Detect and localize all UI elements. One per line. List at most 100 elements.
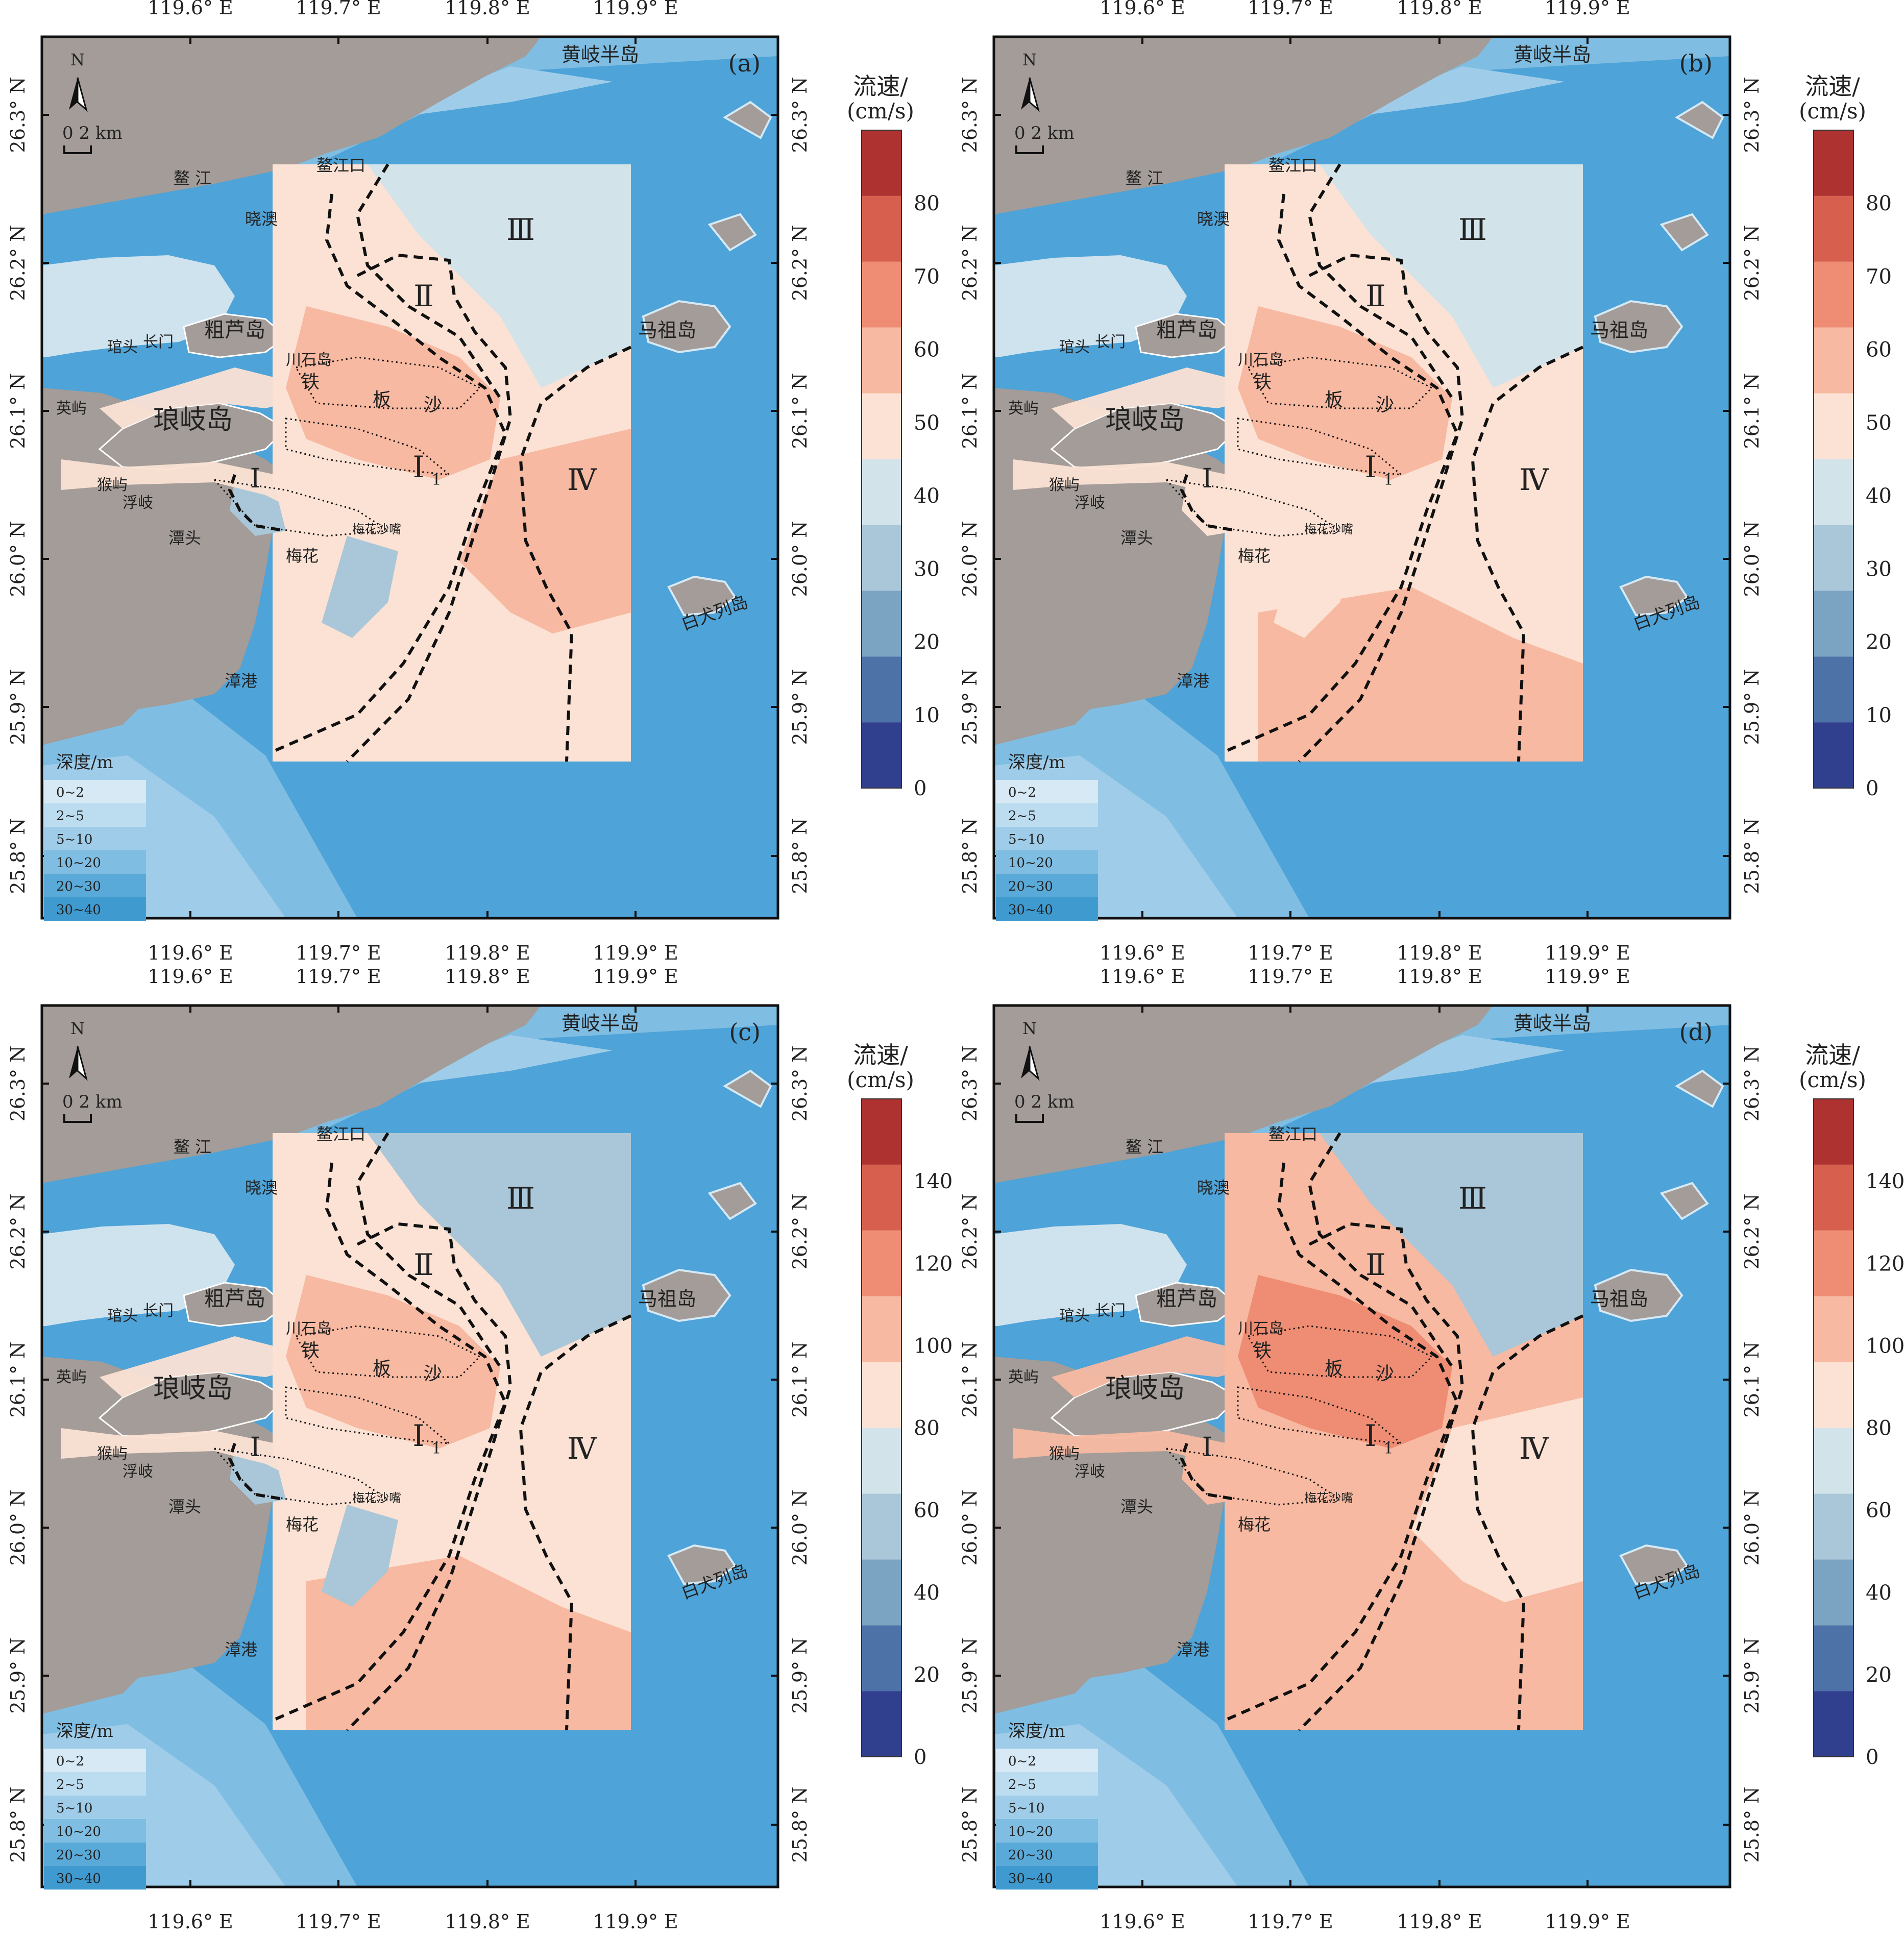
depth-class-1: 2~5	[1008, 1777, 1036, 1793]
lat-label-left: 26.3° N	[7, 77, 29, 153]
place-huangqi: 黄岐半岛	[1514, 43, 1591, 66]
colorbar: 流速/(cm/s) 0 20 40 60 80 100 120 140	[847, 1041, 952, 1769]
zone-II-label: Ⅱ	[413, 1247, 433, 1282]
depth-legend: 深度/m 0~2 2~5 5~10 10~20 20~30 30~40	[996, 1721, 1098, 1890]
place-xiaoao: 晓澳	[1197, 209, 1230, 229]
speed-zone-I1	[1238, 1275, 1452, 1449]
depth-swatch-5	[44, 897, 146, 921]
matsu-island	[1594, 1268, 1683, 1322]
zone-I1-label: Ⅰ	[1365, 450, 1377, 484]
boundary-I	[1180, 474, 1238, 532]
colorbar-band-6	[862, 327, 901, 394]
colorbar-tick-4: 40	[914, 484, 940, 508]
map-frame	[40, 1004, 779, 1888]
place-matsu: 马祖岛	[1590, 319, 1648, 341]
lat-label-left: 26.1° N	[7, 1342, 29, 1418]
zone-I1-label: Ⅰ	[413, 450, 425, 484]
place-langqi: 琅岐岛	[1105, 405, 1185, 435]
north-coast-land	[42, 37, 541, 214]
place-tantou: 潭头	[1120, 1497, 1153, 1516]
lat-label-left: 26.1° N	[959, 373, 981, 449]
map-svg: 119.6° E 119.6° E 119.7° E 119.7° E 119.8° E…	[959, 0, 1892, 964]
colorbar-tick-0: 0	[1866, 777, 1878, 800]
zone-III-label: Ⅲ	[1458, 1181, 1487, 1216]
boundary-II-east	[1307, 163, 1454, 399]
boundary-I1-II	[1227, 1162, 1459, 1721]
lat-label-right: 26.2° N	[1741, 1194, 1763, 1270]
depth-class-5: 30~40	[1008, 1871, 1053, 1886]
place-tie: 铁	[1253, 372, 1272, 392]
north-letter: N	[1022, 50, 1037, 69]
place-fuqi: 浮岐	[1075, 1463, 1105, 1481]
small-islet-ne	[723, 101, 772, 139]
place-langqi: 琅岐岛	[153, 405, 233, 435]
colorbar-band-9	[1814, 130, 1853, 196]
speed-zone-IV-south	[306, 1556, 631, 1730]
place-fuqi: 浮岐	[1075, 494, 1105, 512]
speed-zone-IV-north	[459, 1397, 631, 1607]
place-xiaoao: 晓澳	[245, 1178, 278, 1197]
lat-label-left: 26.0° N	[959, 1490, 981, 1566]
place-tantou: 潭头	[168, 528, 201, 548]
lon-label-bottom: 119.7° E	[1248, 1910, 1333, 1933]
map-frame	[992, 35, 1731, 920]
lon-label-top: 119.7° E	[1248, 0, 1333, 19]
shoal-south	[285, 418, 452, 476]
depth-legend: 深度/m 0~2 2~5 5~10 10~20 20~30 30~40	[44, 1721, 146, 1890]
lon-label-top: 119.7° E	[1248, 969, 1333, 988]
speed-field	[1013, 164, 1583, 762]
boundary-I1-II	[275, 193, 507, 752]
place-aojiang: 鳌 江	[1126, 168, 1163, 188]
depth-class-0: 0~2	[56, 1754, 84, 1769]
shoal-tie-ban-sha	[295, 1325, 481, 1378]
place-cuplu: 粗芦岛	[204, 1287, 265, 1311]
map-area	[994, 1005, 1730, 1887]
place-changmen: 长门	[1095, 1302, 1126, 1320]
place-aojiang: 鳌 江	[174, 168, 211, 188]
place-sha: 沙	[424, 1363, 442, 1384]
map-panel-d: 119.6° E 119.6° E 119.7° E 119.7° E 119.8° E…	[952, 969, 1904, 1937]
map-panel-a: 119.6° E 119.6° E 119.7° E 119.7° E 119.8° E…	[0, 0, 952, 969]
speed-zone-III	[1320, 164, 1583, 388]
place-sha: 沙	[1376, 1363, 1394, 1384]
depth-swatch-3	[996, 850, 1098, 874]
north-arrow-right	[77, 1046, 88, 1081]
colorbar-tick-5: 100	[914, 1334, 952, 1358]
shoal-south	[1237, 1386, 1404, 1444]
coordinate-labels: 119.6° E 119.6° E 119.7° E 119.7° E 119.8° E…	[959, 0, 1763, 964]
north-arrow-right	[1029, 77, 1040, 112]
place-sha: 沙	[1376, 395, 1394, 415]
zone-I-label: Ⅰ	[1202, 463, 1213, 494]
colorbar-tick-5: 50	[914, 411, 940, 435]
boundary-IV	[519, 346, 632, 762]
lat-label-left: 26.2° N	[7, 225, 29, 301]
colorbar-band-7	[1814, 1230, 1853, 1296]
lon-label-bottom: 119.7° E	[1248, 942, 1333, 964]
scale-label: 0 2 km	[62, 1092, 123, 1112]
colorbar: 流速/(cm/s) 0 20 40 60 80 100 120 140	[1799, 1041, 1904, 1769]
boundary-II-III	[346, 1222, 512, 1732]
lon-label-bottom: 119.9° E	[593, 1910, 678, 1933]
colorbar-band-0	[1814, 722, 1853, 788]
colorbar-tick-0: 0	[914, 777, 926, 800]
place-aojiang: 鳌 江	[1126, 1137, 1163, 1157]
speed-nearshore-low	[1274, 1505, 1350, 1607]
scale-line	[1015, 145, 1044, 154]
lat-label-left: 26.2° N	[7, 1194, 29, 1270]
colorbar-band-8	[862, 195, 901, 262]
colorbar-tick-3: 30	[1866, 557, 1892, 581]
mainland-west	[994, 1454, 1115, 1714]
shoal-tie-ban-sha	[295, 356, 481, 409]
place-changmen: 长门	[143, 333, 174, 351]
colorbar-tick-4: 80	[914, 1417, 940, 1440]
colorbar-title: 流速/	[853, 72, 908, 100]
lon-label-top: 119.7° E	[296, 0, 381, 19]
lat-label-left: 26.0° N	[959, 521, 981, 597]
lat-label-left: 26.2° N	[959, 1194, 981, 1270]
boundary-II-III	[1298, 253, 1464, 763]
boundary-IV	[519, 1314, 632, 1731]
colorbar-tick-1: 10	[1866, 704, 1892, 727]
lon-label-bottom: 119.8° E	[1397, 942, 1482, 964]
lat-label-right: 26.2° N	[789, 1194, 811, 1270]
lon-label-bottom: 119.6° E	[148, 1910, 233, 1933]
